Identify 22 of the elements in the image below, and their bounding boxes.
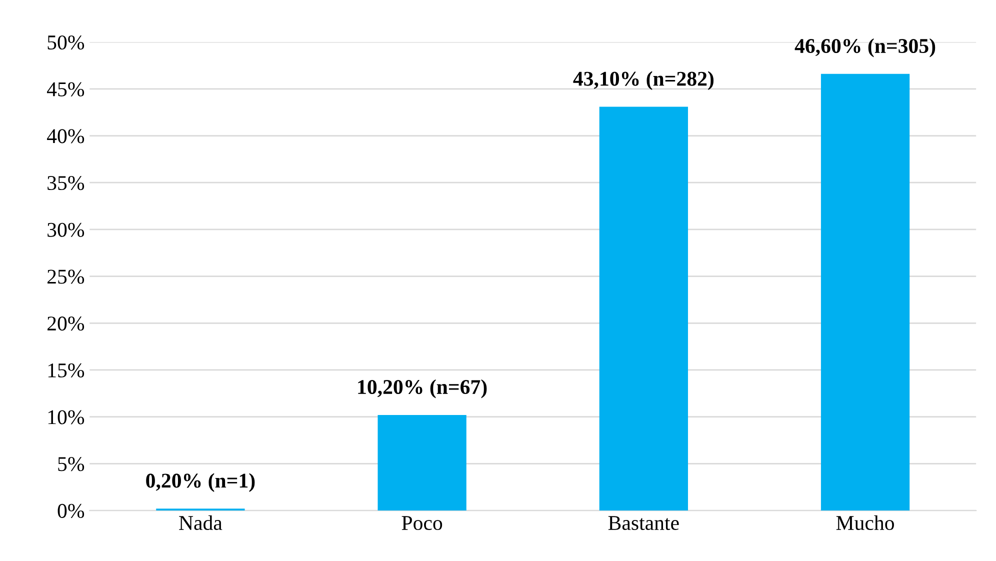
x-tick-label: Poco (402, 516, 442, 530)
data-label: 0,20% (n=1) (146, 473, 255, 492)
y-tick-label: 10% (48, 410, 84, 424)
x-tick-label: Bastante (608, 516, 679, 530)
y-tick-label: 20% (48, 316, 84, 331)
data-label: 43,10% (n=282) (573, 71, 714, 90)
x-tick-label: Mucho (836, 515, 894, 530)
y-tick-label: 40% (47, 129, 84, 144)
y-tick-label: 15% (48, 363, 84, 378)
y-tick-label: 30% (48, 222, 84, 237)
bar (378, 414, 466, 511)
y-tick-label: 45% (47, 82, 84, 96)
y-tick-label: 35% (48, 176, 84, 190)
y-tick-label: 50% (48, 35, 84, 50)
bar (599, 106, 688, 511)
bar (820, 74, 910, 511)
y-tick-label: 0% (58, 504, 84, 518)
y-tick-label: 5% (58, 457, 84, 472)
y-tick-label: 25% (48, 270, 84, 284)
x-tick-label: Nada (179, 515, 222, 530)
data-label: 10,20% (n=67) (358, 379, 487, 398)
data-label: 46,60% (n=305) (794, 38, 936, 58)
